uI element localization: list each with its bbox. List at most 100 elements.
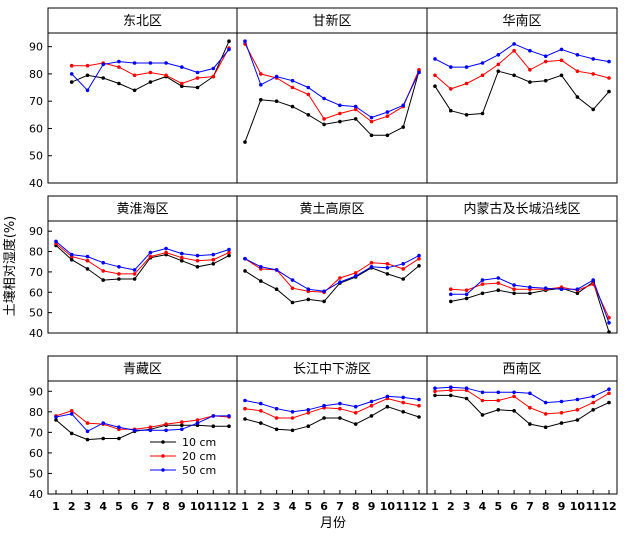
data-point <box>54 415 58 419</box>
data-point <box>180 420 184 424</box>
data-point <box>274 99 279 103</box>
data-point <box>353 271 358 275</box>
panel: 内蒙古及长城沿线区 <box>426 195 618 334</box>
data-point <box>496 69 501 73</box>
x-tick-label: 10 <box>380 500 396 513</box>
data-point <box>369 403 374 408</box>
data-point <box>528 285 532 290</box>
data-point <box>148 250 153 255</box>
data-point <box>496 62 501 67</box>
data-point <box>480 111 485 116</box>
x-tick-label: 2 <box>68 500 76 513</box>
data-point <box>69 431 74 436</box>
data-point <box>464 292 469 297</box>
x-axis-label: 月份 <box>320 516 346 531</box>
data-point <box>338 276 342 280</box>
data-point <box>195 70 200 75</box>
data-point <box>543 78 548 83</box>
data-point <box>180 251 184 256</box>
data-point <box>417 264 421 268</box>
data-point <box>211 424 216 429</box>
data-point <box>401 400 406 405</box>
data-point <box>338 119 342 124</box>
data-point <box>480 398 485 403</box>
data-point <box>259 279 263 283</box>
x-tick-label: 6 <box>510 500 518 513</box>
data-point <box>353 107 358 112</box>
data-point <box>243 269 247 273</box>
y-tick-label: 70 <box>29 426 43 439</box>
panel-frame <box>236 7 428 184</box>
data-point <box>117 436 121 441</box>
data-point <box>591 278 595 282</box>
data-point <box>496 398 501 403</box>
y-tick-label: 60 <box>29 122 43 135</box>
data-point <box>369 115 374 120</box>
data-point <box>401 410 406 414</box>
data-point <box>528 391 532 396</box>
data-point <box>290 428 295 433</box>
data-point <box>259 83 263 87</box>
legend-label: 50 cm <box>182 464 216 477</box>
data-point <box>464 296 469 301</box>
data-point <box>85 88 90 93</box>
data-point <box>180 65 184 69</box>
data-point <box>433 84 437 88</box>
data-point <box>528 48 532 53</box>
x-tick-label: 12 <box>411 500 426 513</box>
data-point <box>338 401 342 406</box>
data-point <box>322 122 326 127</box>
legend-swatch-marker <box>161 454 165 458</box>
data-point <box>512 409 516 413</box>
data-point <box>69 63 74 68</box>
data-point <box>195 418 200 422</box>
data-point <box>243 140 247 144</box>
data-point <box>227 47 231 52</box>
data-point <box>148 80 153 84</box>
series-line <box>55 241 230 271</box>
data-point <box>496 390 501 395</box>
data-point <box>227 414 231 418</box>
x-tick-label: 11 <box>396 500 411 513</box>
data-point <box>353 274 358 278</box>
data-point <box>369 119 374 124</box>
series-line <box>244 395 420 413</box>
series-line <box>450 277 610 323</box>
data-point <box>195 265 200 269</box>
data-point <box>274 416 279 420</box>
data-point <box>117 65 121 69</box>
data-point <box>480 278 485 282</box>
data-point <box>433 393 437 398</box>
data-point <box>306 85 311 90</box>
data-point <box>464 113 469 117</box>
data-point <box>274 287 279 292</box>
panel-frame <box>47 7 238 184</box>
data-point <box>259 72 263 76</box>
data-point <box>259 98 263 102</box>
data-point <box>164 422 168 426</box>
data-point <box>575 69 580 73</box>
data-point <box>274 74 279 79</box>
data-point <box>259 409 263 413</box>
y-tick-label: 90 <box>29 385 43 398</box>
data-point <box>512 73 516 78</box>
x-tick-label: 4 <box>479 500 487 513</box>
data-point <box>117 272 121 276</box>
data-point <box>306 411 311 415</box>
data-point <box>227 253 231 258</box>
x-tick-label: 7 <box>526 500 534 513</box>
data-point <box>227 424 231 429</box>
data-point <box>543 59 548 64</box>
data-point <box>385 262 390 266</box>
x-tick-label: 9 <box>178 500 186 513</box>
x-tick-label: 9 <box>368 500 376 513</box>
data-point <box>69 252 74 257</box>
data-point <box>512 291 516 296</box>
series-line <box>244 255 420 292</box>
data-point <box>512 287 516 292</box>
data-point <box>528 291 532 296</box>
panel-title: 甘新区 <box>312 13 351 29</box>
data-point <box>607 315 611 320</box>
data-point <box>385 110 390 114</box>
data-point <box>591 394 595 399</box>
